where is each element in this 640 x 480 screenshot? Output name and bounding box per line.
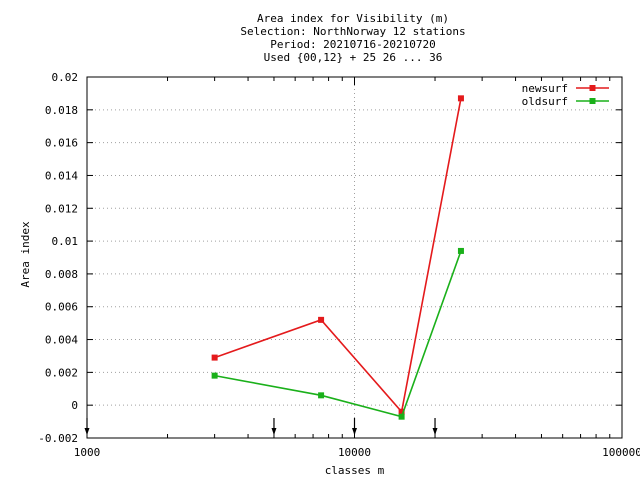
legend-marker-oldsurf bbox=[589, 98, 596, 104]
x-tick-label: 10000 bbox=[338, 446, 371, 459]
class-markers bbox=[84, 418, 438, 435]
data-point-newsurf bbox=[318, 316, 325, 323]
y-tick-label: 0.016 bbox=[45, 137, 78, 150]
data-point-oldsurf bbox=[398, 413, 405, 420]
y-tick-label: 0.014 bbox=[45, 169, 78, 182]
chart-title: Area index for Visibility (m)Selection: … bbox=[240, 12, 465, 64]
y-tick-label: 0.02 bbox=[52, 71, 79, 84]
y-axis-label: Area index bbox=[19, 221, 32, 288]
y-tick-label: 0.002 bbox=[45, 366, 78, 379]
chart-title-line: Period: 20210716-20210720 bbox=[270, 38, 436, 51]
series bbox=[211, 95, 464, 420]
chart-title-line: Used {00,12} + 25 26 ... 36 bbox=[264, 51, 443, 64]
y-tick-label: 0.008 bbox=[45, 268, 78, 281]
data-point-newsurf bbox=[457, 95, 464, 102]
y-axis-ticks: -0.002 0 0.002 0.004 0.006 0.008 0.01 0.012 0.01… bbox=[38, 71, 622, 445]
x-tick-label: 100000 bbox=[602, 446, 640, 459]
class-marker-arrowhead bbox=[352, 428, 357, 435]
data-point-oldsurf bbox=[211, 372, 218, 379]
y-tick-label: -0.002 bbox=[38, 432, 78, 445]
y-tick-label: 0.012 bbox=[45, 202, 78, 215]
chart-title-line: Selection: NorthNorway 12 stations bbox=[240, 25, 465, 38]
y-tick-label: 0.018 bbox=[45, 104, 78, 117]
y-tick-label: 0.006 bbox=[45, 301, 78, 314]
chart-title-line: Area index for Visibility (m) bbox=[257, 12, 449, 25]
series-line-oldsurf bbox=[214, 250, 462, 418]
series-line-newsurf bbox=[214, 98, 462, 414]
data-point-oldsurf bbox=[318, 392, 325, 399]
y-tick-label: 0.004 bbox=[45, 334, 78, 347]
data-point-newsurf bbox=[211, 354, 218, 361]
data-point-oldsurf bbox=[457, 247, 464, 254]
legend-marker-newsurf bbox=[589, 85, 596, 91]
x-tick-label: 1000 bbox=[74, 446, 101, 459]
y-tick-label: 0 bbox=[71, 399, 78, 412]
class-marker-arrowhead bbox=[271, 428, 277, 435]
class-marker-arrowhead bbox=[432, 428, 438, 435]
x-axis-label: classes m bbox=[325, 464, 385, 477]
data-point-newsurf bbox=[398, 408, 405, 415]
grid-lines bbox=[87, 77, 622, 438]
legend-label: oldsurf bbox=[522, 95, 568, 108]
class-marker-arrowhead bbox=[84, 428, 90, 435]
legend-label: newsurf bbox=[522, 82, 568, 95]
x-axis-ticks: 1000 10000 100000 bbox=[74, 77, 640, 459]
y-tick-label: 0.01 bbox=[52, 235, 79, 248]
